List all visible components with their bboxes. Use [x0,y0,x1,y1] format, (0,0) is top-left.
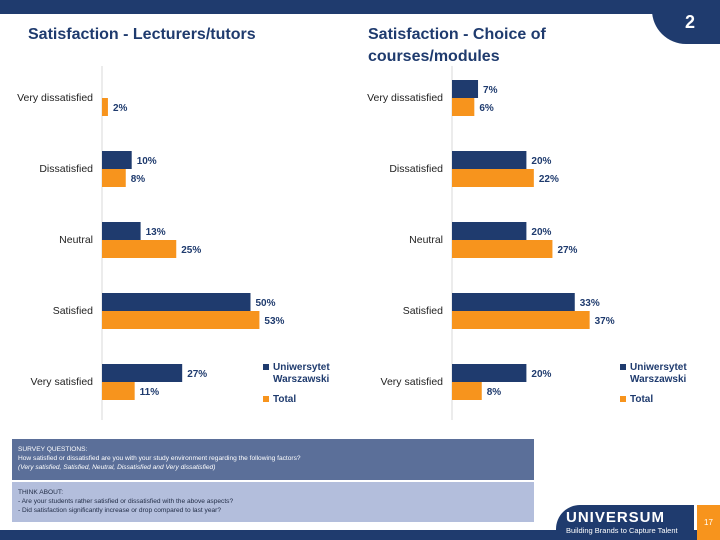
legend-label-uw-line1: Uniwersytet [630,362,687,373]
data-label: 8% [131,174,146,185]
data-label: 6% [479,103,494,114]
legend-swatch-uw [263,364,269,370]
logo-name: UNIVERSUM [566,509,666,526]
category-label: Dissatisfied [389,163,443,175]
survey-questions-box: SURVEY QUESTIONS: How satisfied or dissa… [12,439,534,480]
data-label: 20% [531,369,551,380]
data-label: 37% [595,316,615,327]
chart-title-courses-line2: courses/modules [368,48,500,65]
bar-total [452,240,553,258]
page-number: 17 [697,505,720,540]
legend-label-uw-line1: Uniwersytet [273,362,330,373]
data-label: 27% [187,369,207,380]
data-label: 53% [264,316,284,327]
data-label: 10% [137,156,157,167]
slide-number-badge: 2 [652,0,720,44]
data-label: 7% [483,85,498,96]
think-about-heading: THINK ABOUT: [18,489,64,496]
data-label: 33% [580,298,600,309]
data-label: 11% [140,387,160,398]
category-label: Satisfied [403,305,443,317]
bar-total [102,382,135,400]
data-label: 8% [487,387,502,398]
chart-title-lecturers: Satisfaction - Lecturers/tutors [28,26,256,43]
data-label: 27% [557,245,577,256]
legend-swatch-total [263,396,269,402]
chart-courses: Very dissatisfied 7% 6% Dissatisfied 20% 22% N… [367,66,687,420]
legend-swatch-total [620,396,626,402]
data-label: 25% [181,245,201,256]
survey-options: (Very satisfied, Satisfied, Neutral, Dis… [18,464,216,471]
legend-label-uw-line2: Warszawski [630,374,687,385]
bar-uw [102,151,132,169]
category-label: Satisfied [53,305,93,317]
survey-heading: SURVEY QUESTIONS: [18,446,88,453]
think-about-box: THINK ABOUT: - Are your students rather … [12,482,534,522]
legend-label-uw-line2: Warszawski [273,374,330,385]
logo-tagline: Building Brands to Capture Talent [566,526,678,535]
category-label: Very dissatisfied [367,92,443,104]
bar-total [452,98,475,116]
data-label: 22% [539,174,559,185]
chart-lecturers: Very dissatisfied 2% Dissatisfied 10% 8% Neut… [17,66,330,420]
think-about-item: - Are your students rather satisfied or … [18,498,234,505]
chart-title-courses-line1: Satisfaction - Choice of [368,26,546,43]
bar-uw [452,151,527,169]
category-label: Neutral [59,234,93,246]
bar-total [452,382,482,400]
data-label: 50% [256,298,276,309]
universum-logo: UNIVERSUM Building Brands to Capture Tal… [556,505,694,540]
bar-uw [452,293,575,311]
category-label: Dissatisfied [39,163,93,175]
bar-total [102,98,108,116]
data-label: 20% [531,156,551,167]
bar-uw [102,364,183,382]
bar-uw [102,293,251,311]
bar-uw [452,222,527,240]
data-label: 2% [113,103,128,114]
bar-total [452,169,534,187]
category-label: Very dissatisfied [17,92,93,104]
chart-title-courses: Satisfaction - Choice of courses/modules [368,24,546,68]
top-bar [0,0,720,14]
bar-uw [452,364,527,382]
think-about-item: - Did satisfaction significantly increas… [18,507,222,514]
bottom-bar [0,530,720,540]
bar-uw [102,222,141,240]
survey-question: How satisfied or dissatisfied are you wi… [18,455,301,462]
category-label: Very satisfied [31,376,94,388]
page-number-text: 17 [704,518,713,527]
bar-total [102,169,126,187]
legend-label-total: Total [273,394,296,405]
category-label: Very satisfied [381,376,444,388]
bar-total [452,311,590,329]
data-label: 20% [531,227,551,238]
data-label: 13% [146,227,166,238]
legend-swatch-uw [620,364,626,370]
bar-total [102,240,177,258]
slide-number: 2 [684,11,695,32]
legend-label-total: Total [630,394,653,405]
bar-uw [452,80,479,98]
bar-total [102,311,260,329]
category-label: Neutral [409,234,443,246]
